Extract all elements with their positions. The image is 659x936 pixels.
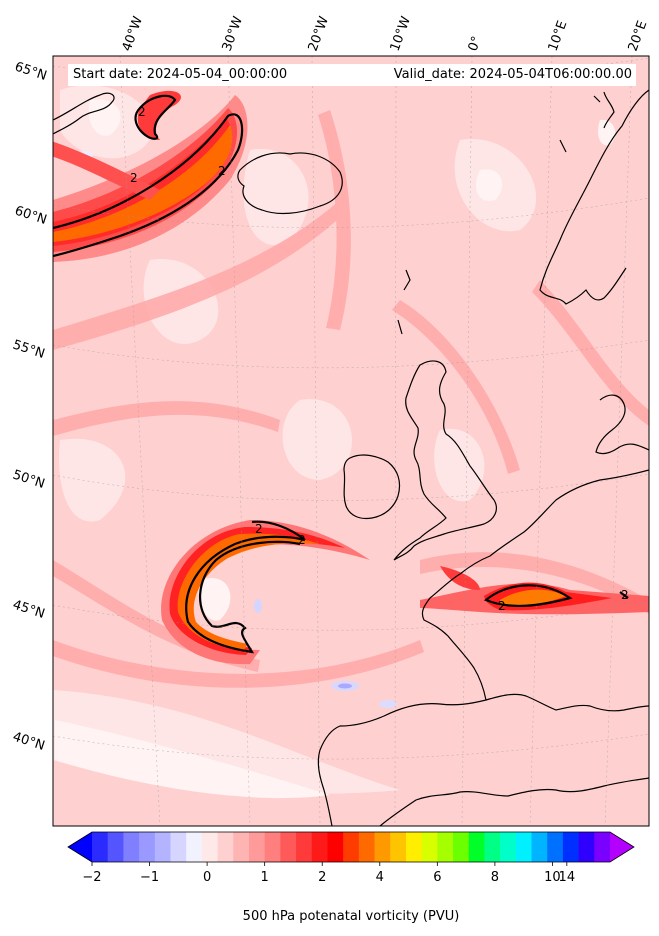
contour-label-7: 2 <box>621 588 629 602</box>
colorbar-tick-label: 1 <box>261 870 269 885</box>
colorbar-segment <box>248 832 266 862</box>
colorbar-segment <box>547 832 564 862</box>
latitude-label: 45°N <box>11 598 47 622</box>
colorbar-segment <box>358 832 376 862</box>
colorbar-tick-label: 8 <box>491 870 499 885</box>
colorbar-segment <box>107 832 124 862</box>
colorbar-tick-label: 10 <box>544 870 561 885</box>
longitude-label: 20°W <box>306 14 332 53</box>
white-patches <box>55 99 616 799</box>
latitude-label: 40°N <box>11 730 47 754</box>
colorbar-segment <box>578 832 595 862</box>
contour-labels: 2 2 2 2 2 2 2 <box>130 105 629 613</box>
colorbar-segment <box>170 832 187 862</box>
colorbar-segment <box>343 832 360 862</box>
longitude-label: 10°E <box>546 19 571 54</box>
colorbar-segment <box>531 832 548 862</box>
colorbar-segment <box>186 832 203 862</box>
colorbar-segment <box>421 832 438 862</box>
colorbar-segment <box>296 832 313 862</box>
colorbar-tick-label: 6 <box>433 870 441 885</box>
colorbar-segment <box>594 832 611 862</box>
colorbar-segment <box>515 832 533 862</box>
colorbar-segment <box>311 832 329 862</box>
map-frame <box>52 55 650 827</box>
colorbar-segment <box>500 832 517 862</box>
colorbar-segment <box>562 832 580 862</box>
latitude-label: 55°N <box>11 338 47 362</box>
colorbar-segment <box>437 832 454 862</box>
colorbar-segment <box>453 832 470 862</box>
colorbar-segment <box>390 832 407 862</box>
contour-label-3: 2 <box>218 164 226 178</box>
colorbar-segment <box>201 832 219 862</box>
colorbar-label: 500 hPa potenatal vorticity (PVU) <box>243 909 460 924</box>
colorbar-segment <box>468 832 486 862</box>
contour-label-1: 2 <box>138 105 146 119</box>
longitude-label: 30°W <box>220 14 246 53</box>
colorbar-tick-label: 4 <box>376 870 384 885</box>
moderate-pv-streaks <box>53 110 649 688</box>
pv-streak-east <box>420 566 649 615</box>
colorbar-segment <box>405 832 423 862</box>
colorbar-segment <box>280 832 297 862</box>
colorbar-segment <box>123 832 140 862</box>
contour-label-5: 2 <box>298 533 306 547</box>
start-date-label: Start date: 2024-05-04_00:00:00 <box>68 64 393 86</box>
colorbar-segment <box>139 832 156 862</box>
map-panel: 2 2 2 2 2 2 2 <box>53 56 649 826</box>
colorbar-segment <box>233 832 250 862</box>
colorbar-extend-min <box>68 832 92 862</box>
longitude-label: 40°W <box>120 14 146 53</box>
contour-label-6: 2 <box>498 599 506 613</box>
colorbar-tick-label: 0 <box>203 870 211 885</box>
contour-label-2: 2 <box>130 171 138 185</box>
colorbar-tick-label: −1 <box>140 870 159 885</box>
latitude-label: 65°N <box>13 60 49 84</box>
colorbar-tick-label: 2 <box>318 870 326 885</box>
colorbar-tick-label: 14 <box>559 870 576 885</box>
colorbar-segment <box>154 832 172 862</box>
latitude-label: 60°N <box>13 204 49 228</box>
colorbar-segment <box>484 832 501 862</box>
contour-label-4: 2 <box>255 522 263 536</box>
longitude-label: 10°W <box>388 14 414 53</box>
colorbar-segment <box>327 832 344 862</box>
colorbar-segment <box>374 832 391 862</box>
coastlines <box>53 89 649 826</box>
pv-2-contours <box>53 94 629 654</box>
colorbar <box>67 831 635 863</box>
longitude-label: 0° <box>466 34 485 53</box>
valid-date-label: Valid_date: 2024-05-04T06:00:00.00 <box>370 64 636 86</box>
longitude-label: 20°E <box>626 19 651 54</box>
longitude-labels: 40°W 30°W 20°W 10°W 0° 10°E 20°E <box>120 14 651 53</box>
colorbar-segment <box>264 832 281 862</box>
colorbar-segment <box>92 832 109 862</box>
colorbar-segment <box>217 832 234 862</box>
latitude-label: 50°N <box>11 468 47 492</box>
colorbar-tick-label: −2 <box>82 870 101 885</box>
colorbar-extend-max <box>610 832 634 862</box>
graticule <box>53 56 649 826</box>
latitude-labels: 65°N 60°N 55°N 50°N 45°N 40°N <box>11 60 49 754</box>
